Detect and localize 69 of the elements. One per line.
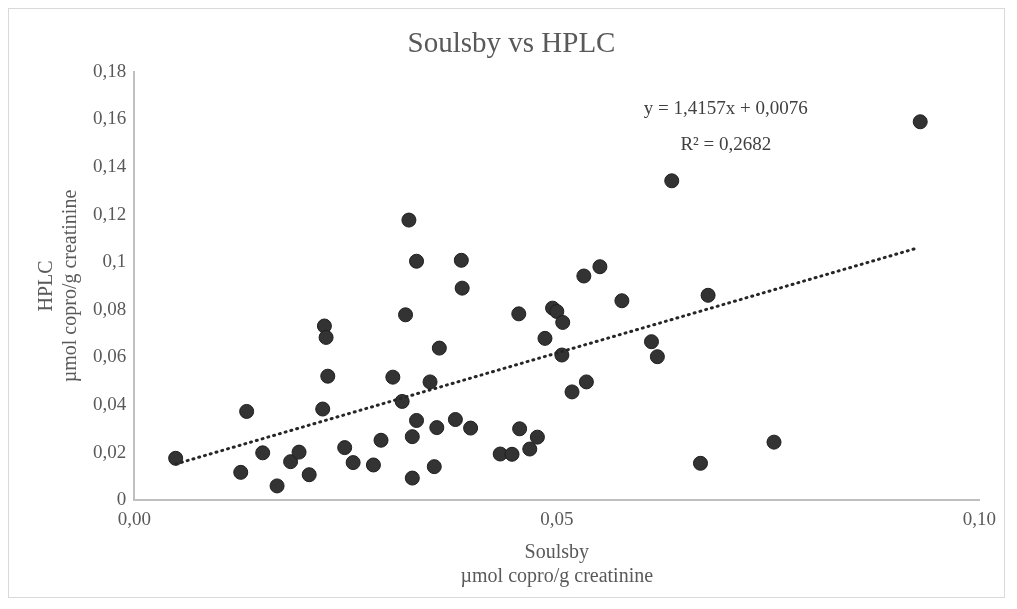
y-tick-label: 0,12 xyxy=(93,202,127,224)
point xyxy=(291,444,307,460)
point xyxy=(385,369,401,385)
x-tick-label: 0,05 xyxy=(540,507,574,529)
annotation: y = 1,4157x + 0,0076 xyxy=(643,96,808,118)
point xyxy=(239,403,255,419)
point xyxy=(320,368,336,384)
x-tick-label: 0,10 xyxy=(962,507,996,529)
point xyxy=(426,459,442,475)
point xyxy=(168,450,184,466)
point xyxy=(511,306,527,322)
x-axis-title: Soulsby µmol copro/g creatinine xyxy=(460,540,654,588)
point xyxy=(255,445,271,461)
point xyxy=(454,280,470,296)
annotation: R² = 0,2682 xyxy=(680,132,772,154)
point xyxy=(537,330,553,346)
chart-title: Soulsby vs HPLC xyxy=(407,26,616,59)
y-tick-label: 0,02 xyxy=(93,440,127,462)
point xyxy=(398,307,414,323)
point xyxy=(283,454,299,470)
point xyxy=(301,467,317,483)
point xyxy=(649,349,665,365)
y-tick-label: 0,16 xyxy=(93,107,127,129)
point xyxy=(429,420,445,436)
point xyxy=(549,303,565,319)
point xyxy=(912,114,928,130)
y-tick-label: 0,18 xyxy=(93,59,127,81)
point xyxy=(431,340,447,356)
point xyxy=(700,287,716,303)
point xyxy=(564,384,580,400)
point xyxy=(692,455,708,471)
y-tick-label: 0,1 xyxy=(102,250,127,272)
y-tick-label: 0 xyxy=(116,488,127,510)
point xyxy=(365,457,381,473)
x-tick-label: 0,00 xyxy=(117,507,151,529)
point xyxy=(345,455,361,471)
point xyxy=(643,334,659,350)
point xyxy=(766,434,782,450)
y-tick-label: 0,14 xyxy=(93,154,127,176)
point xyxy=(404,429,420,445)
point xyxy=(576,268,592,284)
point xyxy=(555,314,571,330)
point xyxy=(664,173,680,189)
point xyxy=(614,293,630,309)
point xyxy=(409,412,425,428)
point xyxy=(401,212,417,228)
point xyxy=(373,432,389,448)
point xyxy=(512,421,528,437)
point xyxy=(337,440,353,456)
point xyxy=(492,446,508,462)
point xyxy=(404,470,420,486)
point xyxy=(318,329,334,345)
point xyxy=(269,478,285,494)
point xyxy=(453,252,469,268)
y-axis-title: HPLC µmol copro/g creatinine xyxy=(34,189,82,383)
point xyxy=(592,259,608,275)
point xyxy=(578,374,594,390)
point xyxy=(463,420,479,436)
point xyxy=(447,412,463,428)
point xyxy=(233,464,249,480)
point xyxy=(422,374,438,390)
y-tick-label: 0,06 xyxy=(93,345,127,367)
point xyxy=(529,429,545,445)
point xyxy=(504,446,520,462)
point xyxy=(409,253,425,269)
point xyxy=(315,401,331,417)
y-tick-label: 0,04 xyxy=(93,392,127,414)
y-tick-label: 0,08 xyxy=(93,297,127,319)
point xyxy=(522,441,538,457)
